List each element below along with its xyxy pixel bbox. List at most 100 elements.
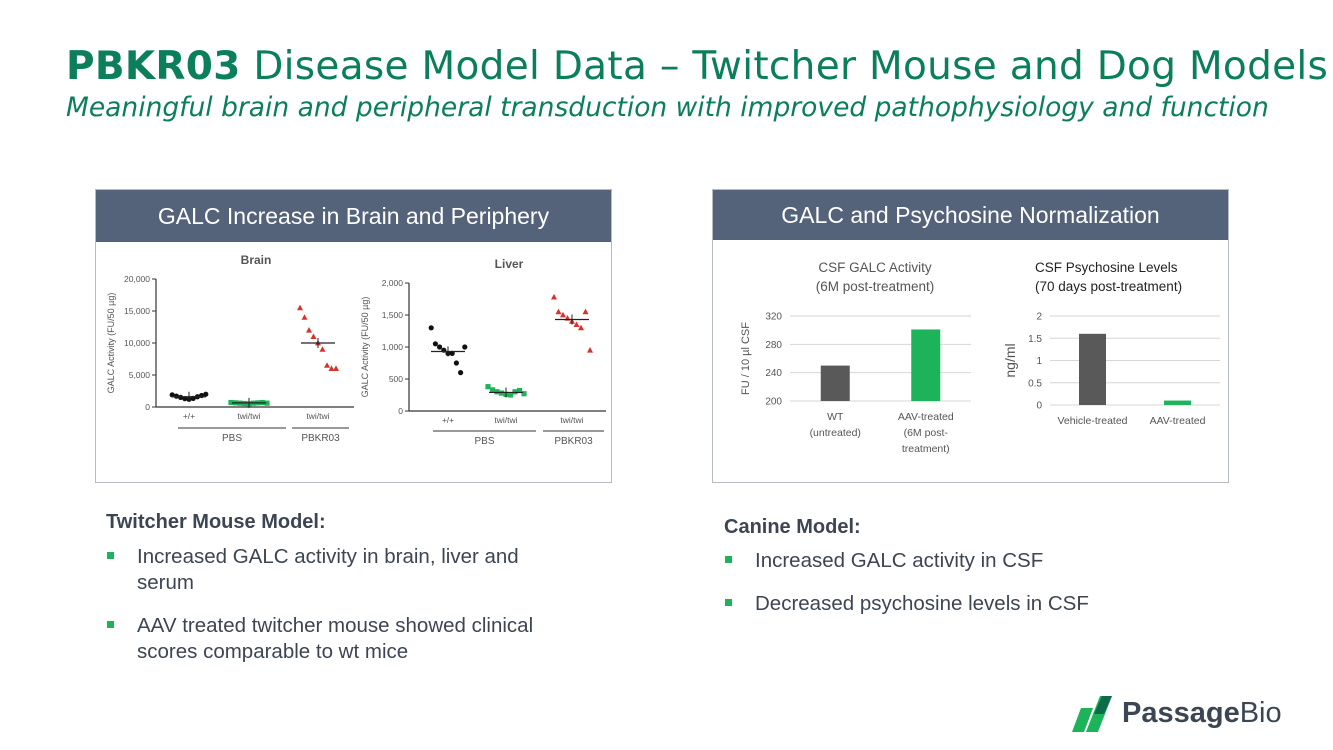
group-label: PBKR03 [554, 436, 593, 447]
data-point [178, 394, 184, 400]
data-point [228, 399, 234, 406]
brain-liver-scatter-charts: Brain 0 5,000 10,000 15,000 20,000 GALC Activi… [106, 253, 606, 447]
data-point [458, 370, 464, 376]
y-tick-label: 0 [145, 402, 150, 412]
csf-bar-charts: CSF GALC Activity (6M post-treatment) 200 2… [740, 260, 1220, 455]
chart-title: CSF Psychosine Levels [1035, 260, 1178, 275]
x-tick-label: WT [827, 411, 844, 423]
y-tick-label: 280 [765, 340, 782, 351]
data-point [428, 325, 434, 331]
y-tick-label: 20,000 [124, 274, 150, 284]
data-point [169, 392, 175, 398]
y-tick-label: 0 [1036, 401, 1042, 412]
data-point [578, 324, 584, 331]
list-item: Decreased psychosine levels in CSF [724, 591, 1204, 617]
y-tick-label: 10,000 [124, 338, 150, 348]
bullet-square-icon [107, 552, 114, 559]
x-tick-label: +/+ [183, 411, 195, 421]
x-tick-label: AAV-treated [898, 411, 954, 423]
y-axis-label: GALC Activity (FU/50 µg) [106, 293, 116, 394]
data-point [512, 389, 518, 395]
mouse-model-heading: Twitcher Mouse Model: [106, 511, 326, 533]
list-item: AAV treated twitcher mouse showed clinic… [106, 613, 576, 665]
data-point [521, 391, 527, 397]
x-tick-label: +/+ [442, 415, 454, 425]
x-tick-label: (6M post- [904, 427, 949, 439]
data-point [241, 400, 248, 407]
y-tick-label: 1,500 [382, 310, 404, 320]
data-point [328, 365, 335, 371]
data-point [587, 347, 593, 353]
y-tick-label: 15,000 [124, 306, 150, 316]
chart-title: CSF GALC Activity [818, 260, 932, 275]
data-point [333, 365, 339, 371]
x-tick-label: twi/twi [560, 415, 583, 425]
y-axis-label: ng/ml [1002, 343, 1018, 377]
canine-model-heading: Canine Model: [724, 516, 861, 538]
y-tick-label: 1 [1036, 356, 1042, 367]
y-tick-label: 320 [765, 312, 782, 323]
y-axis-label: GALC Activity (FU/50 µg) [360, 297, 370, 398]
data-point [310, 333, 317, 339]
data-point [494, 389, 500, 395]
y-tick-label: 0.5 [1028, 378, 1042, 389]
data-point [582, 308, 589, 315]
y-tick-label: 2,000 [382, 278, 404, 288]
list-item: Increased GALC activity in brain, liver … [106, 544, 576, 596]
passage-bio-logo-icon [1072, 696, 1112, 732]
y-tick-label: 1,000 [382, 342, 404, 352]
x-tick-label: (untreated) [810, 427, 861, 439]
data-point [507, 392, 514, 398]
y-tick-label: 200 [765, 397, 782, 408]
bar [1164, 400, 1191, 405]
data-point [173, 393, 179, 399]
group-label: PBS [222, 433, 242, 444]
page-subtitle: Meaningful brain and peripheral transduc… [66, 92, 1269, 123]
chart-subtitle: (6M post-treatment) [816, 279, 935, 294]
bullet-square-icon [107, 621, 114, 628]
data-point [489, 387, 496, 393]
galc-increase-panel-title: GALC Increase in Brain and Periphery [96, 190, 611, 242]
canine-model-bullets: Increased GALC activity in CSF Decreased… [724, 548, 1204, 634]
data-point [306, 327, 312, 333]
logo-wordmark: PassageBio [1122, 697, 1282, 729]
data-point [551, 293, 557, 300]
group-label: PBS [474, 436, 494, 447]
bullet-square-icon [725, 556, 732, 563]
data-point [264, 400, 270, 406]
data-point [462, 344, 468, 350]
y-tick-label: 240 [765, 368, 782, 379]
bullet-square-icon [725, 599, 732, 606]
x-tick-label: Vehicle-treated [1057, 415, 1127, 427]
y-tick-label: 0 [398, 406, 403, 416]
mouse-model-bullets: Increased GALC activity in brain, liver … [106, 544, 576, 682]
y-tick-label: 500 [389, 374, 403, 384]
x-tick-label: twi/twi [306, 411, 329, 421]
group-label: PBKR03 [301, 433, 340, 444]
galc-increase-panel: GALC Increase in Brain and Periphery Bra… [95, 189, 612, 483]
data-point [301, 314, 308, 320]
data-point [449, 350, 455, 356]
data-point [319, 346, 326, 352]
data-point [324, 362, 330, 368]
data-point [573, 321, 580, 327]
data-point [555, 308, 562, 315]
chart-title: Liver [495, 257, 524, 271]
x-tick-label: twi/twi [237, 411, 260, 421]
data-point [516, 387, 523, 394]
data-point [485, 384, 491, 390]
list-item: Increased GALC activity in CSF [724, 548, 1204, 574]
data-point [182, 396, 188, 402]
data-point [297, 304, 303, 311]
bar [1079, 333, 1106, 405]
x-tick-label: treatment) [902, 443, 950, 455]
x-tick-label: twi/twi [494, 415, 517, 425]
x-tick-label: AAV-treated [1150, 415, 1206, 427]
galc-psychosine-panel-title: GALC and Psychosine Normalization [713, 190, 1228, 240]
passage-bio-logo: PassageBio [1072, 694, 1302, 734]
data-point [498, 390, 505, 396]
chart-subtitle: (70 days post-treatment) [1035, 279, 1182, 294]
y-axis-label: FU / 10 µl CSF [740, 322, 752, 395]
galc-psychosine-panel: GALC and Psychosine Normalization CSF GA… [712, 189, 1229, 483]
data-point [432, 341, 438, 347]
